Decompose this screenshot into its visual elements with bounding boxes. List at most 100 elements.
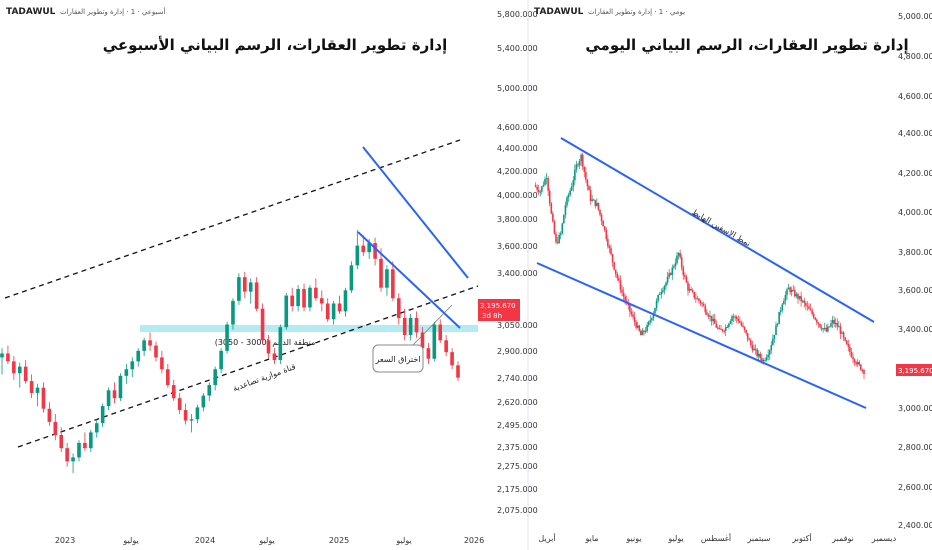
daily-candle bbox=[858, 360, 861, 367]
weekly-y-tick: 2,275.000 bbox=[497, 462, 538, 471]
daily-candle bbox=[820, 324, 823, 332]
daily-candle bbox=[706, 309, 708, 316]
weekly-candle bbox=[53, 413, 58, 441]
weekly-candle bbox=[290, 287, 294, 312]
daily-candle bbox=[658, 291, 661, 296]
daily-candle bbox=[713, 313, 716, 324]
daily-candle bbox=[636, 321, 639, 329]
weekly-y-tick: 2,075.000 bbox=[497, 506, 538, 515]
weekly-candle bbox=[450, 348, 454, 370]
weekly-candle bbox=[0, 348, 4, 375]
daily-candle bbox=[556, 237, 559, 245]
daily-candle bbox=[572, 175, 575, 192]
weekly-candle bbox=[396, 292, 401, 325]
daily-candle bbox=[663, 284, 666, 295]
daily-candle bbox=[695, 292, 697, 304]
daily-candle bbox=[863, 368, 865, 380]
daily-candle bbox=[644, 326, 647, 334]
daily-candle bbox=[715, 320, 718, 328]
daily-y-tick: 3,600.000 bbox=[898, 286, 932, 295]
weekly-candle bbox=[12, 356, 16, 380]
weekly-x-tick: يوليو bbox=[122, 536, 138, 545]
daily-candle bbox=[847, 339, 850, 352]
daily-candle bbox=[833, 316, 835, 328]
weekly-countdown: 3d 8h bbox=[482, 312, 502, 320]
daily-candle bbox=[580, 153, 582, 167]
daily-candle bbox=[850, 347, 853, 358]
weekly-candle bbox=[166, 364, 170, 388]
weekly-candle bbox=[213, 366, 217, 391]
weekly-candle bbox=[71, 453, 75, 474]
daily-x-tick: سبتمبر bbox=[747, 534, 771, 543]
daily-candle bbox=[613, 261, 615, 271]
weekly-y-tick: 3,800.000 bbox=[497, 215, 538, 224]
weekly-candle bbox=[59, 427, 64, 453]
weekly-candle bbox=[260, 303, 265, 345]
weekly-y-tick: 4,400.000 bbox=[497, 144, 538, 153]
weekly-falling-lower bbox=[357, 231, 461, 329]
daily-candle bbox=[574, 164, 576, 185]
daily-candle bbox=[817, 322, 820, 328]
daily-candle bbox=[825, 324, 828, 333]
weekly-candle bbox=[272, 348, 277, 364]
daily-candle bbox=[852, 352, 854, 363]
weekly-y-tick: 3,400.000 bbox=[497, 269, 538, 278]
daily-candle bbox=[599, 209, 601, 217]
weekly-candle bbox=[314, 278, 318, 301]
daily-wedge-lower bbox=[536, 262, 867, 409]
weekly-candle bbox=[94, 419, 99, 438]
daily-candle bbox=[768, 349, 771, 360]
weekly-candle bbox=[373, 237, 377, 266]
weekly-candle bbox=[77, 440, 81, 462]
weekly-candles bbox=[0, 229, 460, 474]
weekly-candle bbox=[296, 285, 300, 312]
weekly-y-tick: 5,000.000 bbox=[497, 84, 538, 93]
daily-candle bbox=[542, 181, 545, 188]
daily-candle bbox=[836, 318, 839, 331]
weekly-y-tick: 3,050.000 bbox=[497, 321, 538, 330]
daily-x-tick: يونيو bbox=[625, 534, 641, 543]
daily-candle bbox=[808, 303, 810, 310]
daily-candle bbox=[547, 175, 549, 196]
daily-x-tick: أبريل bbox=[538, 533, 555, 543]
daily-candle bbox=[812, 312, 815, 320]
weekly-candle bbox=[219, 348, 223, 374]
daily-candle bbox=[651, 317, 653, 323]
daily-candle bbox=[746, 333, 749, 342]
daily-candle bbox=[566, 195, 568, 208]
daily-y-tick: 3,400.000 bbox=[898, 325, 932, 334]
daily-candle bbox=[853, 358, 856, 366]
weekly-candle bbox=[444, 335, 448, 357]
daily-candle bbox=[578, 158, 581, 170]
daily-candle bbox=[559, 231, 562, 240]
weekly-candle bbox=[177, 392, 182, 414]
daily-candle bbox=[608, 244, 611, 254]
daily-y-tick: 5,000.000 bbox=[898, 12, 932, 21]
daily-candle bbox=[611, 253, 614, 267]
weekly-x-tick: يوليو bbox=[395, 536, 411, 545]
daily-candle bbox=[539, 190, 542, 197]
daily-candle bbox=[641, 327, 644, 336]
weekly-breakout-label: اختراق السعر bbox=[374, 355, 420, 364]
weekly-brand: TADAWUL bbox=[6, 7, 56, 17]
daily-candle bbox=[839, 322, 842, 340]
daily-candle bbox=[830, 319, 832, 328]
weekly-y-tick: 5,800.000 bbox=[497, 10, 538, 19]
weekly-candle bbox=[385, 265, 389, 296]
daily-title: إدارة تطوير العقارات، الرسم البياني اليو… bbox=[585, 36, 908, 54]
weekly-candle bbox=[361, 235, 366, 257]
daily-candle bbox=[748, 337, 751, 341]
daily-candle bbox=[828, 326, 831, 328]
weekly-candle bbox=[154, 341, 158, 362]
daily-candle bbox=[684, 272, 686, 280]
daily-candle bbox=[646, 321, 648, 334]
daily-candle bbox=[709, 310, 711, 322]
weekly-x-axis: 2023 يوليو 2024 يوليو 2025 يوليو 2026 bbox=[55, 536, 484, 545]
weekly-candle bbox=[237, 273, 241, 305]
daily-candle bbox=[811, 307, 813, 317]
daily-candle bbox=[756, 347, 758, 359]
daily-candle bbox=[550, 201, 553, 215]
daily-candle bbox=[569, 188, 571, 197]
daily-candle bbox=[586, 179, 589, 191]
daily-y-tick: 4,400.000 bbox=[898, 129, 932, 138]
